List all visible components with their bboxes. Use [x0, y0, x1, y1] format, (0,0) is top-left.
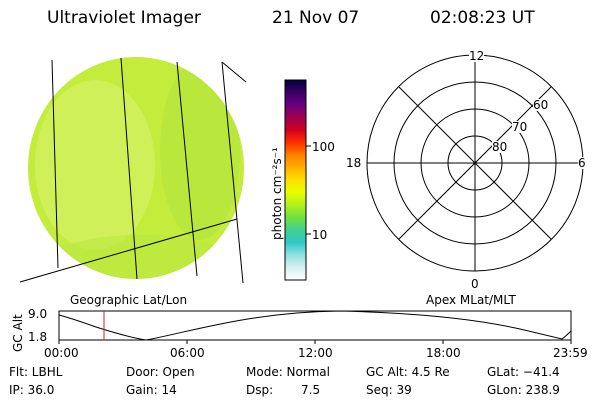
dsp-label: Dsp:	[246, 383, 274, 397]
image-panel-caption: Geographic Lat/Lon	[70, 293, 188, 307]
altitude-xtick-1800: 18:00	[426, 346, 461, 360]
dsp-value: 7.5	[301, 383, 321, 397]
colorbar-unit-label: photon cm⁻²s⁻¹	[270, 147, 284, 240]
altitude-ytick-1-8: 1.8	[28, 330, 48, 344]
lat-label-70: 70	[512, 120, 528, 134]
colorbar-ticks	[306, 145, 311, 235]
geographic-grid	[19, 57, 247, 284]
meridian-line	[221, 61, 244, 284]
ip-info: IP: 36.0	[9, 383, 55, 397]
mlt-label-6: 6	[578, 156, 586, 170]
mlt-label-12: 12	[469, 49, 485, 63]
altitude-xtick-0000: 00:00	[44, 346, 79, 360]
gain-info: Gain: 14	[126, 383, 177, 397]
seq-info: Seq: 39	[366, 383, 412, 397]
aurora-patch	[367, 178, 369, 246]
colorbar	[284, 79, 311, 281]
glat-info: GLat: −41.4	[487, 365, 560, 379]
polar-grid	[366, 54, 584, 272]
date-label: 21 Nov 07	[272, 8, 360, 28]
polar-panel-caption: Apex MLat/MLT	[426, 293, 516, 307]
instrument-title: Ultraviolet Imager	[47, 8, 201, 28]
altitude-xtick-2359: 23:59	[553, 346, 588, 360]
lat-label-60: 60	[533, 98, 549, 112]
filter-info: Flt: LBHL	[9, 365, 63, 379]
latitude-line	[19, 218, 238, 283]
polar-spoke	[398, 86, 552, 240]
mode-info: Mode: Normal	[246, 365, 330, 379]
altitude-frame	[58, 310, 572, 341]
meridian-line	[221, 61, 247, 83]
mlt-label-0: 0	[471, 277, 479, 291]
meridian-line	[120, 57, 138, 280]
colorbar-scale	[284, 79, 307, 281]
polar-plot	[366, 54, 584, 272]
altitude-curve	[58, 310, 572, 341]
altitude-xtick-0600: 06:00	[170, 346, 205, 360]
meridian-line	[51, 59, 59, 269]
altitude-xtick-1200: 12:00	[298, 346, 333, 360]
altitude-x-ticks	[58, 340, 572, 344]
lat-label-80: 80	[492, 140, 508, 154]
door-info: Door: Open	[126, 365, 195, 379]
gc-alt-info: GC Alt: 4.5 Re	[366, 365, 450, 379]
glon-info: GLon: 238.9	[487, 383, 560, 397]
altitude-plot	[58, 310, 572, 344]
time-label: 02:08:23 UT	[430, 8, 535, 28]
colorbar-tick-10: 10	[312, 228, 328, 242]
mlt-label-18: 18	[346, 156, 362, 170]
colorbar-tick-100: 100	[312, 140, 335, 154]
altitude-ylabel: GC Alt	[11, 314, 25, 352]
meridian-line	[176, 61, 198, 277]
earth-image	[19, 57, 247, 284]
altitude-ytick-9: 9.0	[28, 307, 48, 321]
